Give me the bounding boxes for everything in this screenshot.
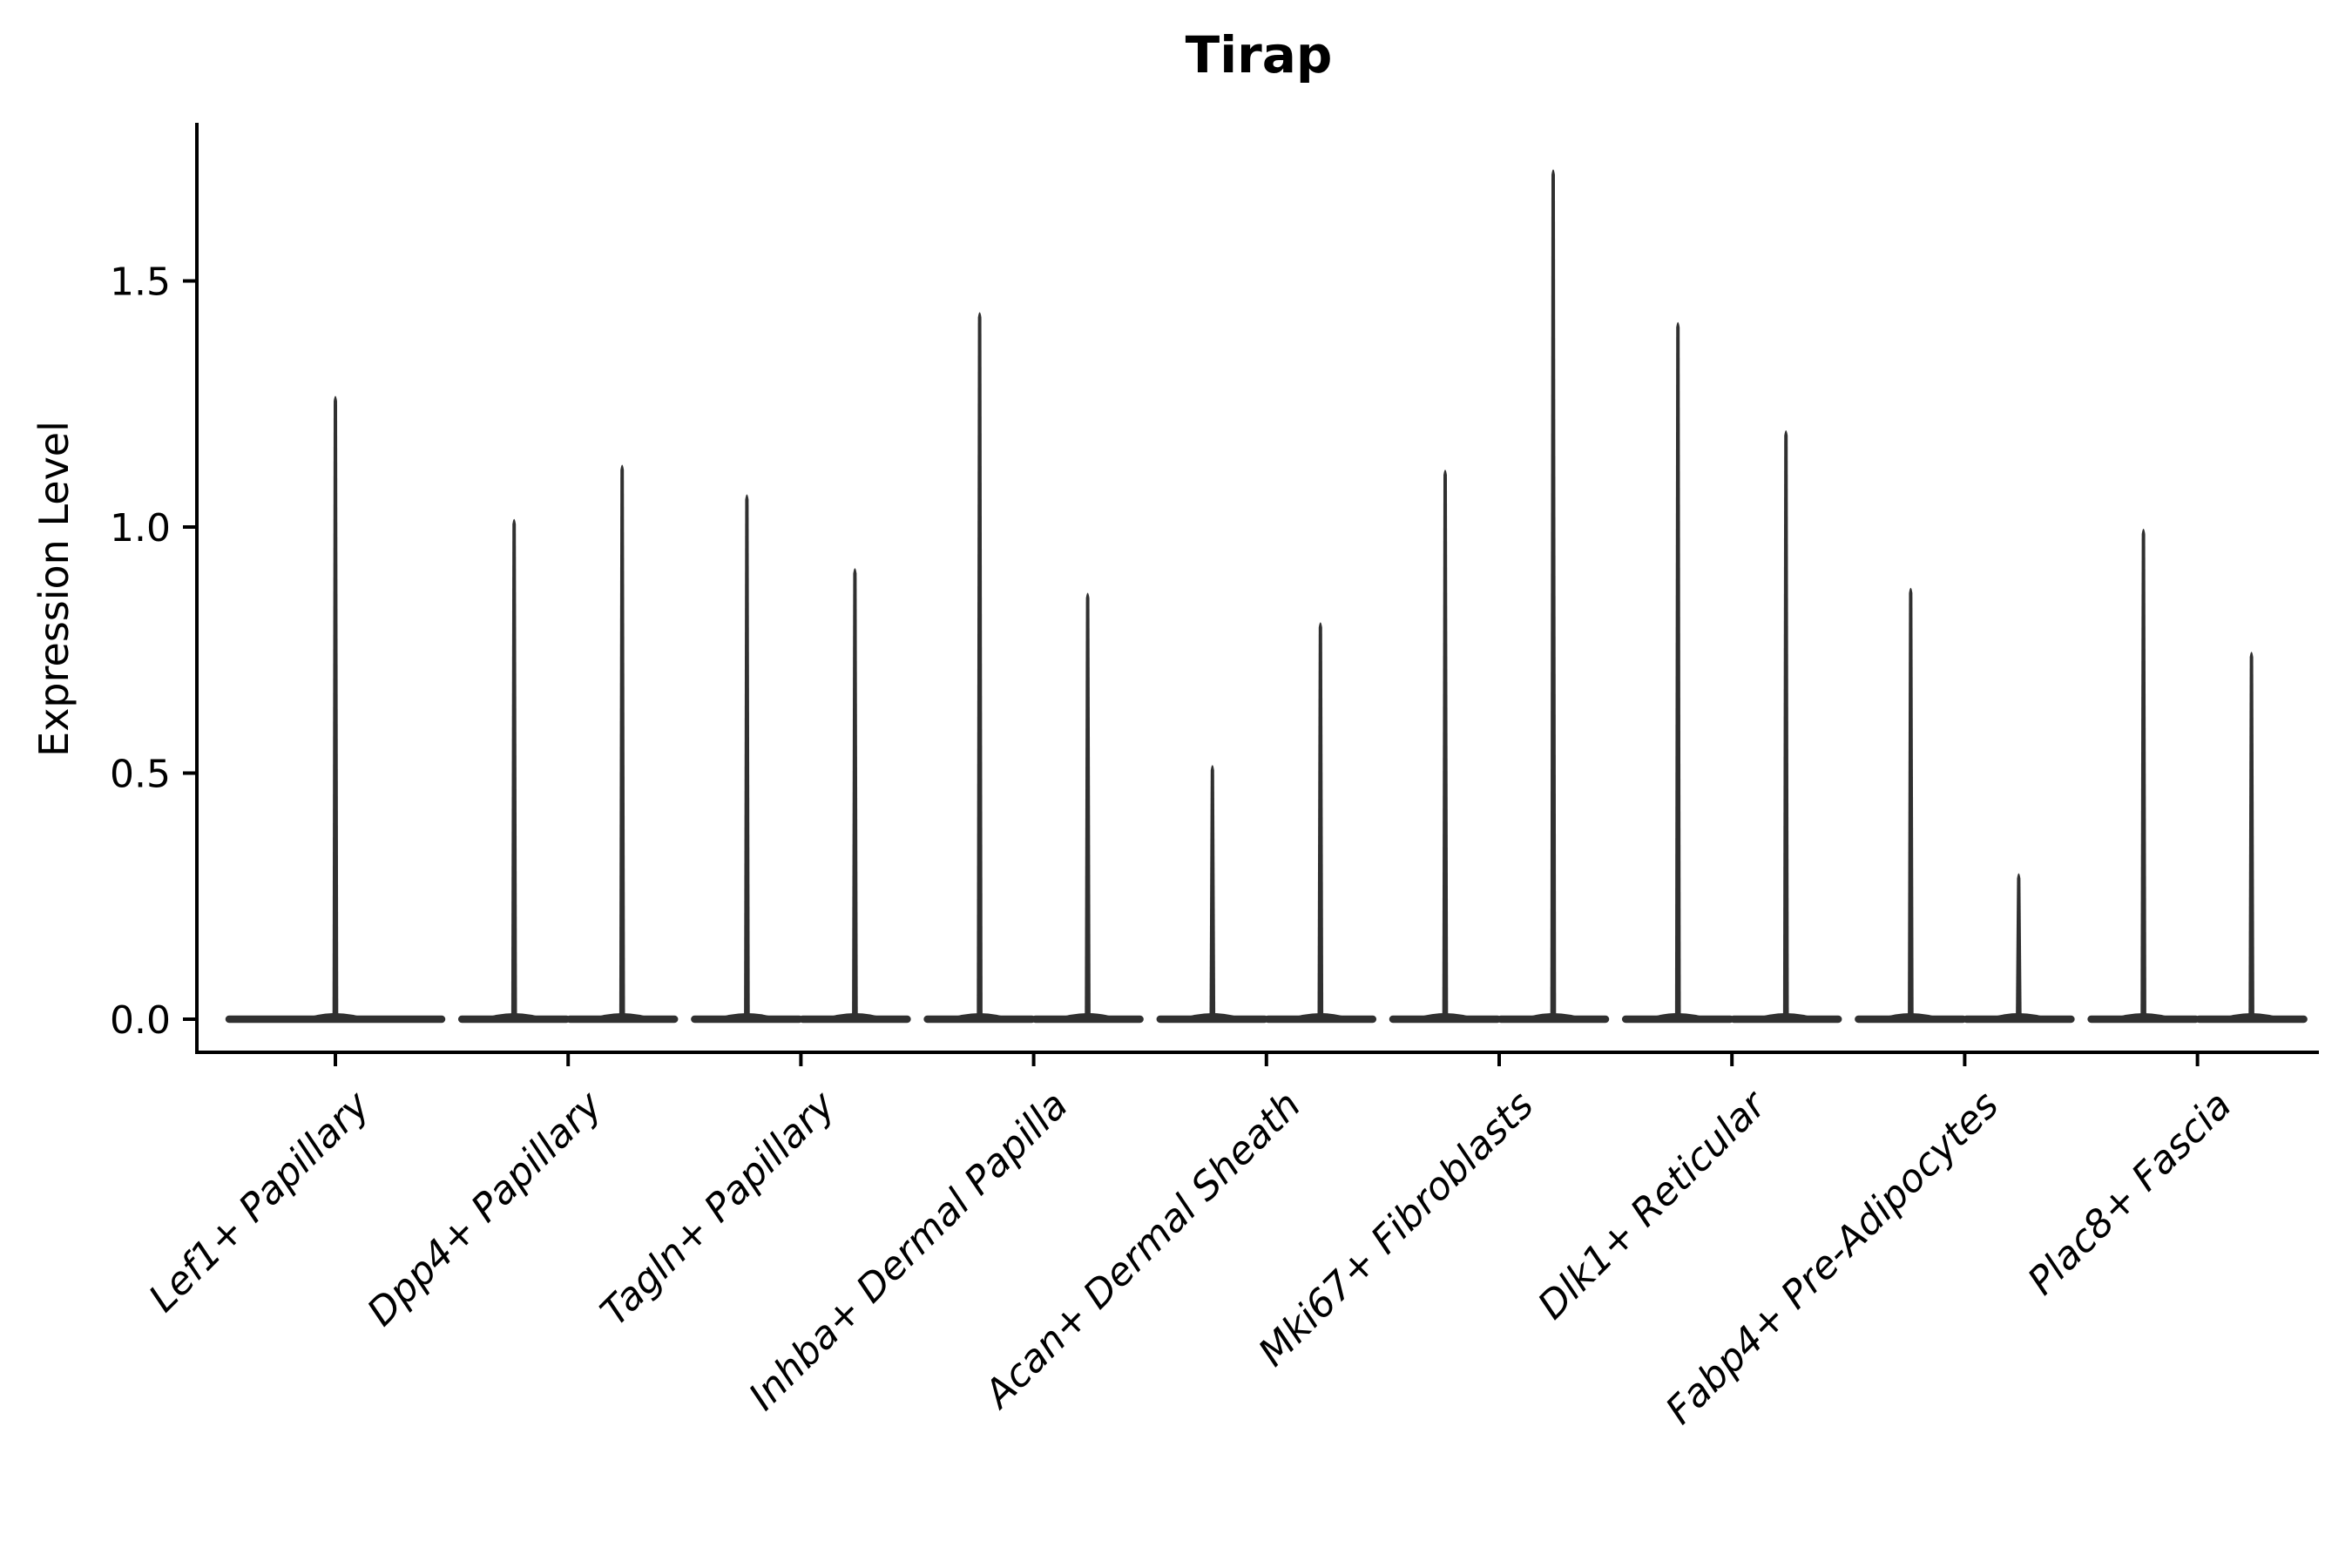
violin-spike <box>1085 592 1091 1019</box>
violin-spike <box>1209 765 1216 1019</box>
violin-spike <box>977 312 983 1019</box>
violin-spike <box>510 518 517 1019</box>
violin-spike <box>2140 529 2146 1019</box>
violin-spike <box>1317 622 1324 1019</box>
violin-spike <box>1550 169 1557 1020</box>
violin-spike <box>2248 652 2254 1019</box>
violin-spike <box>1782 430 1789 1019</box>
violin-spike <box>1908 587 1914 1019</box>
violin-spike <box>332 395 339 1019</box>
y-tick-label: 1.5 <box>110 260 171 305</box>
violin-spike <box>618 464 625 1019</box>
violin-spike <box>2016 873 2022 1019</box>
violin-spike <box>1442 470 1449 1019</box>
chart-title: Tirap <box>1185 25 1333 84</box>
violin-spike <box>852 568 858 1019</box>
violin-spike <box>1674 321 1681 1019</box>
y-tick-label: 0.5 <box>110 753 171 797</box>
violin-spike <box>744 494 750 1019</box>
y-tick-label: 0.0 <box>110 998 171 1043</box>
y-tick-label: 1.0 <box>110 506 171 551</box>
